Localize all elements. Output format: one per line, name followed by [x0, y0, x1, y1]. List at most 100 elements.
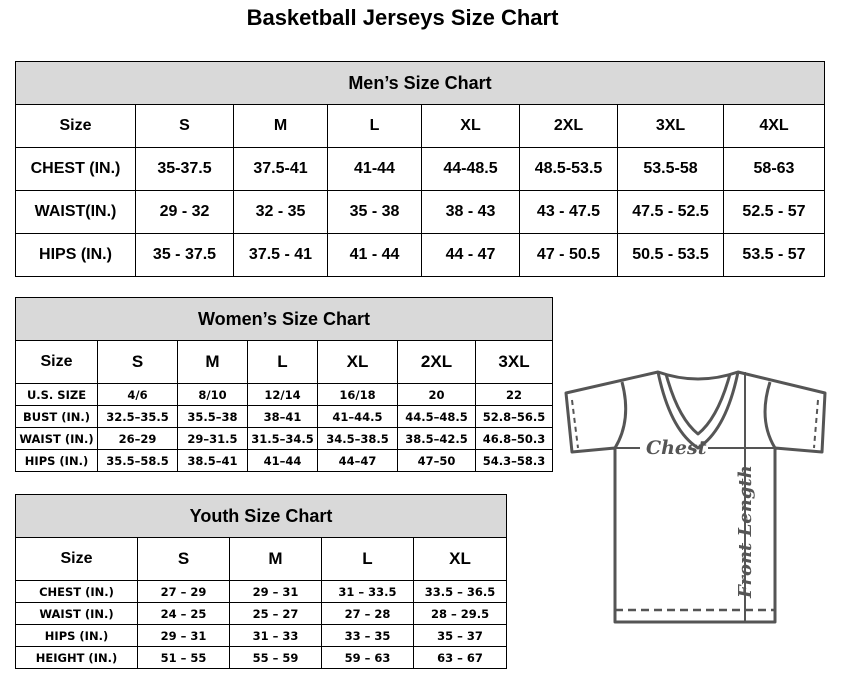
- chest-label: Chest: [646, 437, 707, 459]
- table-cell: 46.8–50.3: [474, 427, 554, 450]
- youth-chart-title: Youth Size Chart: [14, 494, 508, 538]
- table-cell: 48.5-53.5: [519, 147, 618, 191]
- table-cell: 26–29: [97, 427, 178, 450]
- table-cell: 52.5 - 57: [723, 190, 825, 234]
- row-label: WAIST (IN.): [15, 602, 138, 625]
- table-row: WAIST(IN.) 29 - 32 32 - 35 35 - 38 38 - 43 43…: [15, 190, 825, 234]
- table-cell: 43 - 47.5: [519, 190, 618, 234]
- table-cell: 41–44.5: [317, 405, 398, 428]
- table-cell: 54.3–58.3: [474, 449, 554, 472]
- table-cell: 33 – 35: [321, 624, 414, 647]
- column-header: 2XL: [397, 340, 476, 384]
- column-header: M: [229, 537, 322, 581]
- header-row: Size S M L XL 2XL 3XL 4XL: [15, 104, 825, 148]
- womens-size-table: Women’s Size Chart Size S M L XL 2XL 3XL U.S. SI…: [14, 297, 554, 472]
- table-row: CHEST (IN.) 27 – 29 29 – 31 31 – 33.5 33.5 –…: [15, 580, 508, 603]
- table-cell: 24 – 25: [137, 602, 230, 625]
- table-cell: 4/6: [97, 383, 178, 406]
- row-label: HEIGHT (IN.): [15, 646, 138, 669]
- column-header: 3XL: [617, 104, 724, 148]
- table-cell: 41–44: [247, 449, 318, 472]
- table-cell: 63 – 67: [412, 646, 508, 669]
- table-cell: 35-37.5: [135, 147, 234, 191]
- table-cell: 35 - 37.5: [135, 233, 234, 277]
- table-cell: 38.5–41: [177, 449, 248, 472]
- row-label: U.S. SIZE: [15, 383, 98, 406]
- table-row: WAIST (IN.) 24 – 25 25 – 27 27 – 28 28 – 29.…: [15, 602, 508, 625]
- table-cell: 29 – 31: [137, 624, 230, 647]
- column-header: S: [135, 104, 234, 148]
- table-cell: 31 – 33.5: [321, 580, 414, 603]
- table-cell: 50.5 - 53.5: [617, 233, 724, 277]
- table-cell: 41 - 44: [327, 233, 422, 277]
- row-label: WAIST (IN.): [15, 427, 98, 450]
- table-cell: 22: [474, 383, 554, 406]
- table-row: HEIGHT (IN.) 51 – 55 55 – 59 59 – 63 63 – 67: [15, 646, 508, 669]
- column-header: Size: [15, 340, 98, 384]
- table-cell: 44 - 47: [421, 233, 520, 277]
- table-cell: 52.8–56.5: [474, 405, 554, 428]
- column-header: Size: [15, 104, 136, 148]
- table-cell: 35 – 37: [412, 624, 508, 647]
- table-cell: 38 - 43: [421, 190, 520, 234]
- table-cell: 38.5–42.5: [397, 427, 476, 450]
- mens-size-table: Men’s Size Chart Size S M L XL 2XL 3XL 4XL CHEST …: [15, 61, 825, 277]
- table-cell: 35.5–58.5: [97, 449, 178, 472]
- table-cell: 16/18: [317, 383, 398, 406]
- men-chart-title: Men’s Size Chart: [15, 61, 825, 105]
- column-header: XL: [421, 104, 520, 148]
- table-cell: 33.5 – 36.5: [412, 580, 508, 603]
- table-cell: 44-48.5: [421, 147, 520, 191]
- table-cell: 29 – 31: [229, 580, 322, 603]
- table-row: HIPS (IN.) 35 - 37.5 37.5 - 41 41 - 44 44 - …: [15, 233, 825, 277]
- column-header: 2XL: [519, 104, 618, 148]
- table-cell: 47.5 - 52.5: [617, 190, 724, 234]
- column-header: M: [177, 340, 248, 384]
- table-cell: 53.5 - 57: [723, 233, 825, 277]
- row-label: CHEST (IN.): [15, 147, 136, 191]
- column-header: 4XL: [723, 104, 825, 148]
- table-row: U.S. SIZE 4/6 8/10 12/14 16/18 20 22: [15, 383, 554, 406]
- table-row: HIPS (IN.) 35.5–58.5 38.5–41 41–44 44–47 47–5…: [15, 449, 554, 472]
- table-cell: 12/14: [247, 383, 318, 406]
- row-label: CHEST (IN.): [15, 580, 138, 603]
- row-label: WAIST(IN.): [15, 190, 136, 234]
- table-cell: 20: [397, 383, 476, 406]
- column-header: M: [233, 104, 328, 148]
- table-cell: 35.5–38: [177, 405, 248, 428]
- table-cell: 51 – 55: [137, 646, 230, 669]
- table-cell: 44–47: [317, 449, 398, 472]
- page-title: Basketball Jerseys Size Chart: [246, 5, 559, 30]
- table-cell: 31.5–34.5: [247, 427, 318, 450]
- table-cell: 27 – 29: [137, 580, 230, 603]
- row-label: BUST (IN.): [15, 405, 98, 428]
- table-cell: 34.5–38.5: [317, 427, 398, 450]
- column-header: Size: [15, 537, 138, 581]
- table-cell: 59 – 63: [321, 646, 414, 669]
- table-cell: 29 - 32: [135, 190, 234, 234]
- table-cell: 37.5 - 41: [233, 233, 328, 277]
- table-cell: 53.5-58: [617, 147, 724, 191]
- column-header: L: [247, 340, 318, 384]
- table-cell: 58-63: [723, 147, 825, 191]
- table-cell: 25 – 27: [229, 602, 322, 625]
- front-length-label: Front Length: [735, 465, 756, 599]
- table-row: CHEST (IN.) 35-37.5 37.5-41 41-44 44-48.5 48.…: [15, 147, 825, 191]
- table-cell: 38–41: [247, 405, 318, 428]
- row-label: HIPS (IN.): [15, 624, 138, 647]
- table-cell: 41-44: [327, 147, 422, 191]
- table-cell: 37.5-41: [233, 147, 328, 191]
- column-header: L: [327, 104, 422, 148]
- table-cell: 44.5–48.5: [397, 405, 476, 428]
- header-row: Size S M L XL: [15, 537, 508, 581]
- table-cell: 31 – 33: [229, 624, 322, 647]
- header-row: Size S M L XL 2XL 3XL: [15, 340, 554, 384]
- table-cell: 47–50: [397, 449, 476, 472]
- youth-size-table: Youth Size Chart Size S M L XL CHEST (IN.) 27 –…: [14, 494, 508, 669]
- column-header: S: [137, 537, 230, 581]
- column-header: S: [97, 340, 178, 384]
- table-cell: 28 – 29.5: [412, 602, 508, 625]
- women-chart-title: Women’s Size Chart: [14, 297, 554, 341]
- table-cell: 32 - 35: [233, 190, 328, 234]
- table-row: BUST (IN.) 32.5–35.5 35.5–38 38–41 41–44.5 44…: [15, 405, 554, 428]
